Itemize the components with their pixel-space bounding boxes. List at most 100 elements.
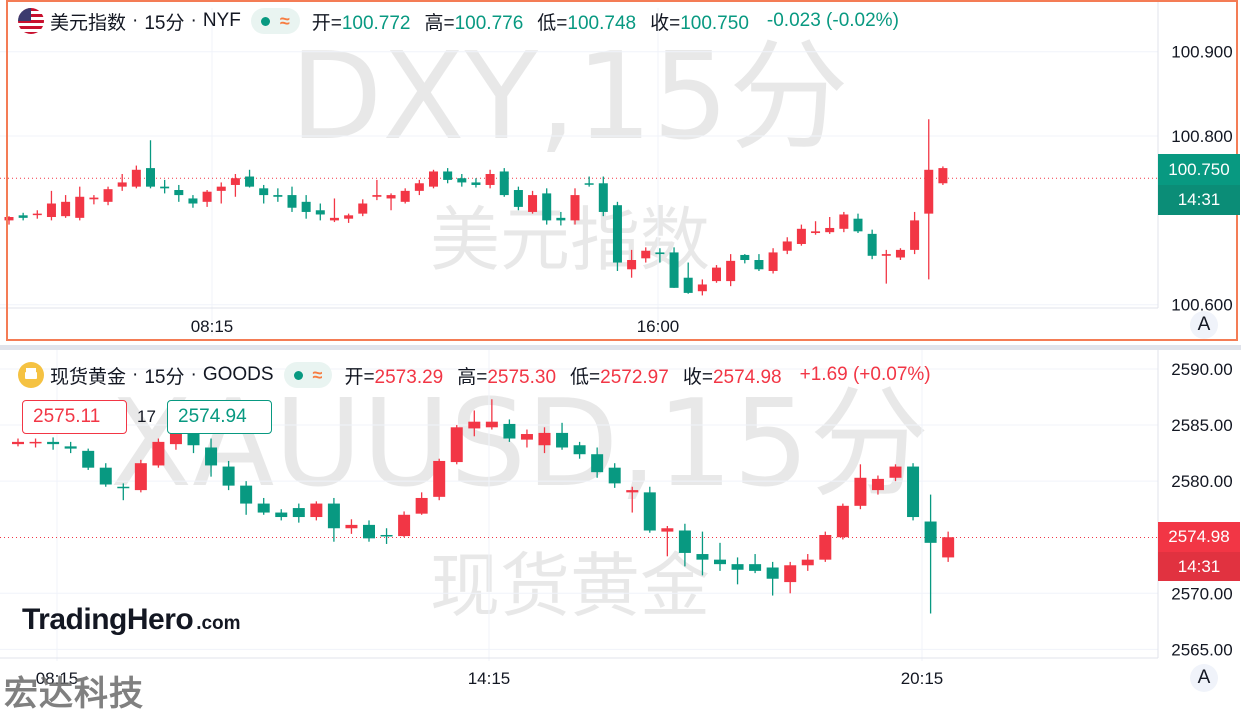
candle-body xyxy=(881,254,891,256)
candle-body xyxy=(61,201,71,217)
price-tick-label: 2580.00 xyxy=(1171,472,1232,491)
candle-body xyxy=(895,249,905,258)
candle-body xyxy=(327,503,340,529)
exchange-label: NYF xyxy=(202,10,241,31)
symbol-name[interactable]: 美元指数 xyxy=(50,12,127,34)
candle-body xyxy=(429,171,438,187)
candle-body xyxy=(584,183,594,185)
candle-body xyxy=(230,178,240,185)
candle-body xyxy=(468,421,481,429)
candle-body xyxy=(573,445,586,455)
change-value: +1.69 (+0.07%) xyxy=(799,364,931,385)
corner-watermark: 宏达科技 xyxy=(4,675,144,713)
candle-body xyxy=(273,195,283,197)
candle-body xyxy=(556,217,566,221)
candle-body xyxy=(174,190,184,196)
candle-body xyxy=(160,186,170,189)
sell-price-button[interactable]: 2575.11 xyxy=(22,400,127,434)
market-status-pill[interactable]: ≈ xyxy=(283,362,333,388)
price-tick-label: 2590.00 xyxy=(1171,360,1232,379)
candle-body xyxy=(103,189,113,202)
candle-body xyxy=(871,478,884,491)
price-tick-label: 100.900 xyxy=(1171,43,1232,62)
low-value: 低=100.748 xyxy=(537,12,637,34)
candle-body xyxy=(643,492,656,531)
candle-body xyxy=(117,486,130,489)
high-value: 高=100.776 xyxy=(424,12,524,34)
candle-body xyxy=(485,174,495,185)
buy-price-button[interactable]: 2574.94 xyxy=(167,400,272,434)
separator-dot: · xyxy=(190,364,197,385)
price-tick-label: 100.800 xyxy=(1171,127,1232,146)
candle-body xyxy=(46,203,56,218)
candle-body xyxy=(372,195,382,197)
symbol-watermark: XAUUSD,15分 xyxy=(110,375,929,514)
dxy-chart-pane[interactable]: DXY,15分 美元指数 100.900 100.800 100.600 08:15 16:… xyxy=(0,0,1241,346)
candle-body xyxy=(75,196,85,218)
candle-body xyxy=(415,497,428,514)
candle-body xyxy=(146,168,155,187)
candle-body xyxy=(924,169,934,214)
time-tick-label: 14:15 xyxy=(468,669,511,688)
bar-countdown-tag: 14:31 xyxy=(1158,185,1240,215)
candle-body xyxy=(503,423,516,439)
candle-body xyxy=(471,182,481,185)
separator-dot: · xyxy=(132,10,139,31)
candle-body xyxy=(612,205,622,263)
delayed-data-icon: ≈ xyxy=(279,10,290,31)
bar-countdown-tag: 14:31 xyxy=(1158,552,1240,581)
xauusd-chart-pane[interactable]: XAUUSD,15分 现货黄金 2590.00 2585.00 2580.00 2570.… xyxy=(0,350,1241,706)
candle-body xyxy=(499,171,509,196)
candle-body xyxy=(608,467,621,484)
candle-body xyxy=(386,195,396,199)
candle-body xyxy=(768,252,778,271)
auto-scale-button[interactable]: A xyxy=(1190,664,1218,692)
spread-value: 17 xyxy=(137,407,156,426)
candle-body xyxy=(538,432,551,446)
brand-logo: TradingHero .com xyxy=(22,603,241,636)
symbol-name[interactable]: 现货黄金 xyxy=(50,366,127,388)
candle-body xyxy=(712,267,721,282)
market-status-pill[interactable]: ≈ xyxy=(250,8,300,34)
separator-dot: · xyxy=(132,364,139,385)
market-open-dot-icon xyxy=(260,16,270,26)
candle-body xyxy=(12,441,24,445)
candle-body xyxy=(697,284,707,292)
candle-body xyxy=(796,228,806,244)
candle-body xyxy=(784,565,797,583)
candle-body xyxy=(924,521,937,543)
candle-body xyxy=(782,241,792,251)
candle-body xyxy=(275,512,288,518)
candle-body xyxy=(4,217,14,221)
candle-body xyxy=(99,467,112,485)
dxy-legend: 美元指数 · 15分 · NYF ≈ 开=100.772 高=100.776 低… xyxy=(18,8,899,34)
candle-body xyxy=(240,485,253,504)
exchange-label: GOODS xyxy=(202,364,274,385)
candle-body xyxy=(740,254,750,261)
candle-body xyxy=(117,182,127,187)
candle-body xyxy=(301,201,311,212)
candle-body xyxy=(131,169,141,187)
candle-body xyxy=(556,432,569,448)
candle-body xyxy=(344,215,354,219)
auto-scale-button[interactable]: A xyxy=(1190,311,1218,339)
us-flag-icon xyxy=(18,8,44,34)
candle-body xyxy=(641,250,651,259)
candle-body xyxy=(910,220,920,250)
candle-body xyxy=(853,218,863,232)
change-value: -0.023 (-0.02%) xyxy=(766,10,899,31)
close-value: 收=100.750 xyxy=(650,12,749,34)
interval-label[interactable]: 15分 xyxy=(144,12,185,34)
candle-body xyxy=(380,534,393,537)
time-tick-label: 08:15 xyxy=(191,317,234,336)
time-tick-label: 16:00 xyxy=(637,317,680,336)
candle-body xyxy=(82,450,95,468)
price-tick-label: 2570.00 xyxy=(1171,584,1232,603)
candle-body xyxy=(398,514,411,537)
candle-body xyxy=(152,441,165,466)
gold-bar-icon xyxy=(18,362,44,388)
pane-separator[interactable] xyxy=(0,345,1241,350)
interval-label[interactable]: 15分 xyxy=(144,366,185,388)
